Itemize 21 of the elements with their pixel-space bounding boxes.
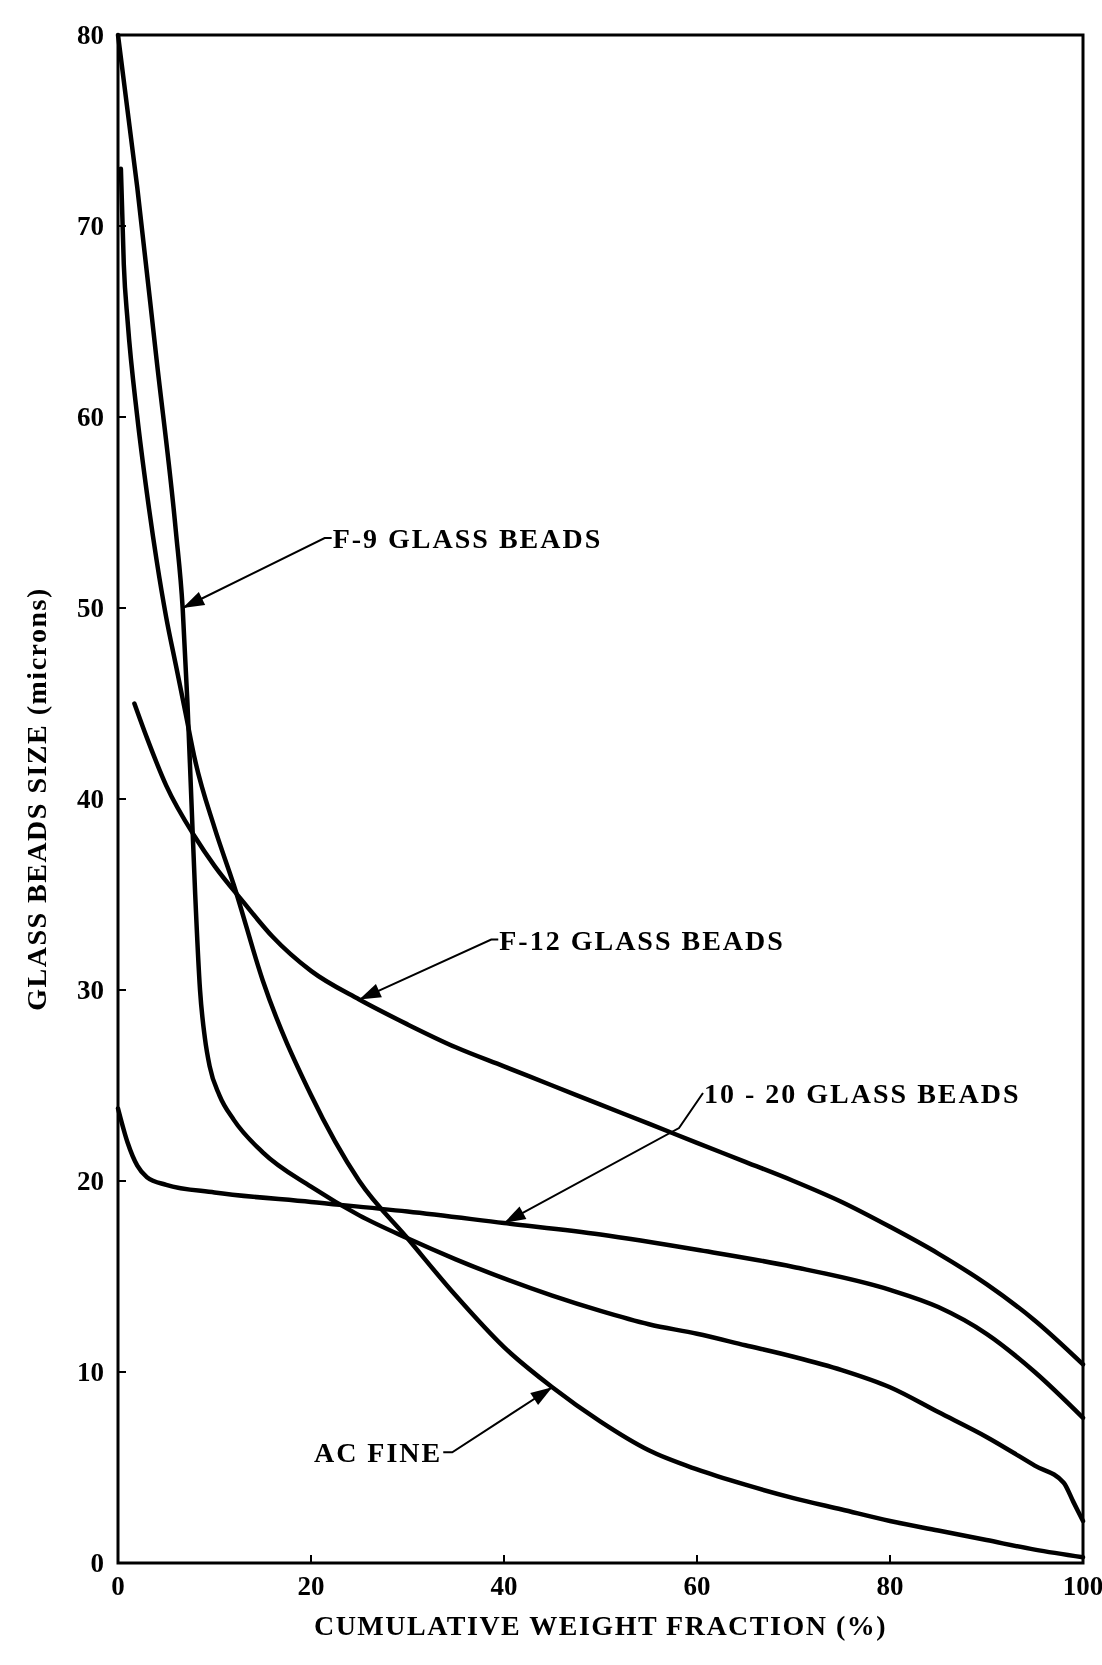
x-tick-label: 40 xyxy=(490,1571,518,1601)
y-tick-label: 10 xyxy=(77,1357,104,1387)
annotation: F-9 GLASS BEADS xyxy=(332,523,603,554)
annotation: AC FINE xyxy=(313,1437,443,1469)
annotation: 10 - 20 GLASS BEADS xyxy=(704,1078,1021,1110)
y-axis-title: GLASS BEADS SIZE (microns) xyxy=(21,587,52,1011)
x-tick-label: 0 xyxy=(111,1571,125,1601)
y-tick-label: 50 xyxy=(77,593,104,623)
x-tick-label: 20 xyxy=(297,1571,325,1601)
x-tick-label: 60 xyxy=(683,1571,711,1601)
annotation: F-12 GLASS BEADS xyxy=(499,924,785,956)
y-tick-label: 20 xyxy=(77,1166,104,1196)
y-tick-label: 0 xyxy=(90,1548,104,1578)
x-axis-title: CUMULATIVE WEIGHT FRACTION (%) xyxy=(313,1610,888,1641)
y-tick-label: 30 xyxy=(77,975,104,1005)
x-tick-label: 100 xyxy=(1062,1571,1102,1601)
y-tick-label: 60 xyxy=(77,402,104,432)
x-tick-label: 80 xyxy=(876,1571,904,1601)
y-tick-label: 70 xyxy=(77,211,104,241)
y-tick-label: 80 xyxy=(77,20,104,50)
y-tick-label: 40 xyxy=(77,784,104,814)
